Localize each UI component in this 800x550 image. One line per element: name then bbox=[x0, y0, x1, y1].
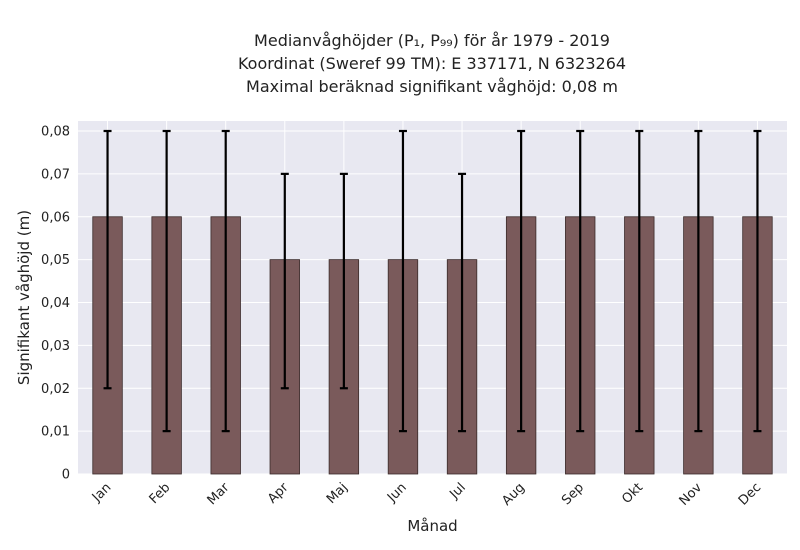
error-bar-maj bbox=[339, 172, 348, 390]
x-tick-label: Jul bbox=[446, 480, 468, 502]
chart-title: Medianvåghöjder (P₁, P₉₉) för år 1979 - … bbox=[238, 31, 626, 96]
y-tick-label: 0,01 bbox=[41, 425, 70, 440]
y-axis-label: Signifikant våghöjd (m) bbox=[15, 210, 33, 385]
chart-title-line: Maximal beräknad signifikant våghöjd: 0,… bbox=[246, 77, 618, 96]
y-tick-label: 0 bbox=[62, 468, 70, 483]
y-tick-label: 0,07 bbox=[41, 167, 70, 182]
plot-area bbox=[78, 121, 787, 474]
error-bar-aug bbox=[517, 129, 526, 433]
x-axis-ticks: Jan Feb Mar Apr Maj Jun Jul Aug Sep Okt Nov Dec bbox=[89, 480, 764, 509]
x-axis-label: Månad bbox=[407, 517, 457, 535]
error-bar-sep bbox=[576, 129, 585, 433]
error-bar-jan bbox=[103, 129, 112, 390]
y-tick-label: 0,05 bbox=[41, 253, 70, 268]
error-bar-mar bbox=[221, 129, 230, 433]
x-tick-label: Aug bbox=[499, 480, 528, 509]
error-bar-nov bbox=[694, 129, 703, 433]
x-tick-label: Jan bbox=[89, 480, 114, 505]
x-tick-label: Okt bbox=[619, 480, 646, 507]
y-tick-label: 0,02 bbox=[41, 382, 70, 397]
y-axis-ticks: 0 0,01 0,02 0,03 0,04 0,05 0,06 0,07 0,08 bbox=[41, 125, 70, 483]
chart-title-line: Medianvåghöjder (P₁, P₉₉) för år 1979 - … bbox=[254, 31, 610, 50]
y-tick-label: 0,03 bbox=[41, 339, 70, 354]
error-bar-apr bbox=[280, 172, 289, 390]
x-tick-label: Mar bbox=[205, 480, 233, 508]
y-tick-label: 0,08 bbox=[41, 125, 70, 140]
x-tick-label: Sep bbox=[559, 480, 587, 508]
x-tick-label: Feb bbox=[147, 480, 174, 507]
y-tick-label: 0,04 bbox=[41, 296, 70, 311]
error-bar-okt bbox=[635, 129, 644, 433]
error-bar-feb bbox=[162, 129, 171, 433]
error-bars bbox=[103, 129, 762, 433]
error-bar-jun bbox=[398, 129, 407, 433]
error-bar-jul bbox=[458, 172, 467, 433]
x-tick-label: Nov bbox=[677, 480, 706, 509]
x-tick-label: Maj bbox=[324, 480, 351, 507]
x-tick-label: Jun bbox=[384, 480, 410, 506]
error-bar-dec bbox=[753, 129, 762, 433]
x-tick-label: Apr bbox=[265, 480, 292, 507]
x-tick-label: Dec bbox=[736, 480, 764, 508]
chart-title-line: Koordinat (Sweref 99 TM): E 337171, N 63… bbox=[238, 54, 626, 73]
y-tick-label: 0,06 bbox=[41, 210, 70, 225]
